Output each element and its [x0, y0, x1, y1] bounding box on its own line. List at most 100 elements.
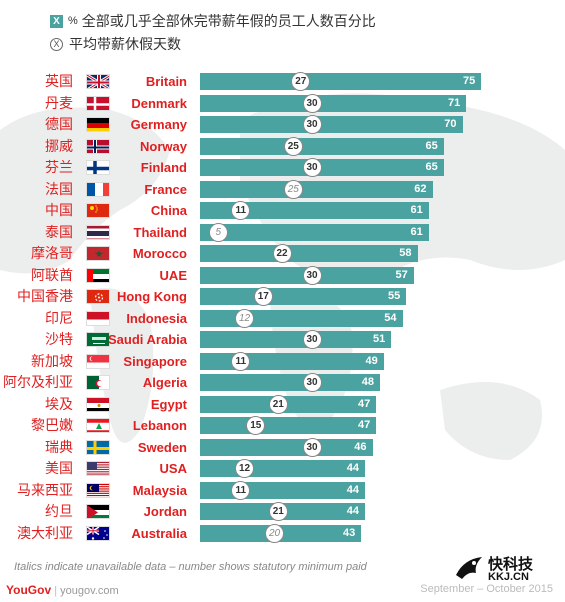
- country-label-cn: 阿尔及利亚: [3, 374, 73, 390]
- country-label-en: Britain: [145, 74, 187, 89]
- country-label-en: Malaysia: [132, 482, 187, 498]
- country-label-cn: 澳大利亚: [17, 524, 73, 541]
- country-label-en: Indonesia: [126, 310, 187, 326]
- chart-row: 约旦 Jordan 44 21: [0, 501, 565, 522]
- bar: 75: [200, 73, 482, 90]
- country-label-en: Jordan: [143, 504, 187, 519]
- country-label-en: Germany: [130, 117, 187, 132]
- chart-row: 新加坡 Singapore 49 11: [0, 351, 565, 372]
- flag-norway-icon: [86, 138, 110, 154]
- chart-row: 丹麦 Denmark 71 30: [0, 93, 565, 114]
- country-label-cn: 丹麦: [45, 94, 73, 111]
- bar: 51: [200, 331, 392, 348]
- days-marker: 15: [246, 416, 266, 435]
- country-label-cn: 挪威: [45, 137, 73, 154]
- flag-france-icon: [86, 181, 110, 197]
- footnote: Italics indicate unavailable data – numb…: [14, 561, 367, 573]
- bar: 48: [200, 374, 380, 391]
- chart-row: 英国 Britain 75 27: [0, 71, 565, 92]
- flag-germany-icon: [86, 117, 110, 132]
- flag-uk-icon: [86, 74, 110, 89]
- flag-malaysia-icon: [86, 482, 110, 498]
- chart-row: 摩洛哥 Morocco 58 22: [0, 243, 565, 264]
- days-marker: 27: [291, 72, 311, 91]
- bar-value-label: 65: [425, 139, 438, 152]
- country-label-cn: 瑞典: [45, 438, 73, 455]
- flag-jordan-icon: [86, 504, 110, 519]
- days-marker: 30: [302, 373, 322, 392]
- percent-sign: %: [68, 15, 78, 27]
- country-label-cn: 约旦: [45, 503, 73, 519]
- bar-value-label: 47: [358, 397, 371, 410]
- bar-value-label: 51: [373, 333, 386, 345]
- days-marker: 21: [268, 394, 288, 414]
- country-label-en: Saudi Arabia: [108, 332, 187, 347]
- source-url[interactable]: yougov.com: [60, 585, 119, 597]
- country-label-cn: 阿联酋: [31, 266, 73, 283]
- bar: 61: [200, 223, 429, 241]
- days-marker: 11: [231, 201, 251, 220]
- legend-percent-label: 全部或几乎全部休完带薪年假的员工人数百分比: [81, 13, 376, 29]
- country-label-cn: 黎巴嫩: [31, 417, 73, 433]
- flag-australia-icon: [86, 525, 110, 541]
- country-label-en: Finland: [140, 160, 187, 175]
- days-marker: 20: [265, 523, 284, 543]
- country-label-en: Hong Kong: [116, 289, 187, 304]
- bar-value-label: 44: [346, 483, 359, 496]
- country-label-cn: 新加坡: [31, 352, 73, 369]
- days-marker: 11: [231, 480, 251, 500]
- chart-row: 德国 Germany 70 30: [0, 114, 565, 135]
- flag-algeria-icon: [86, 375, 110, 390]
- legend-days-marker: X: [50, 37, 63, 51]
- bar: 62: [200, 180, 433, 198]
- country-label-en: Thailand: [133, 224, 187, 240]
- bar: 54: [200, 309, 403, 327]
- bar-value-label: 47: [358, 419, 371, 431]
- bar-value-label: 49: [365, 354, 378, 367]
- country-label-en: Algeria: [142, 375, 187, 390]
- footer-source: YouGov | yougov.com: [6, 583, 119, 597]
- country-label-cn: 英国: [45, 73, 73, 89]
- bar: 65: [200, 159, 444, 176]
- bar-value-label: 57: [395, 268, 408, 281]
- country-label-cn: 芬兰: [45, 159, 73, 175]
- country-label-cn: 中国: [45, 202, 73, 218]
- flag-saudi-icon: [86, 332, 110, 347]
- chart-row: 中国香港 Hong Kong 55 17: [0, 286, 565, 307]
- days-marker: 5: [208, 222, 228, 242]
- legend-percent-swatch: X: [50, 14, 63, 28]
- chart-row: 阿尔及利亚 Algeria 48 30: [0, 372, 565, 393]
- bar-value-label: 44: [346, 505, 359, 517]
- chart-row: 瑞典 Sweden 46 30: [0, 437, 565, 458]
- country-label-cn: 印尼: [45, 309, 73, 326]
- legend-days-label: 平均带薪休假天数: [69, 36, 181, 52]
- country-label-en: USA: [159, 461, 187, 476]
- days-marker: 30: [302, 265, 322, 285]
- days-marker: 11: [231, 351, 251, 371]
- days-marker: 22: [272, 244, 292, 263]
- chart-row: 埃及 Egypt 47 21: [0, 394, 565, 415]
- bar: 47: [200, 417, 377, 434]
- country-label-cn: 沙特: [45, 331, 73, 347]
- bird-logo-icon: [456, 557, 482, 579]
- bar: 47: [200, 395, 377, 413]
- flag-lebanon-icon: [86, 418, 110, 433]
- flag-china-icon: [86, 203, 110, 218]
- flag-egypt-icon: [86, 396, 110, 412]
- bar: 44: [200, 481, 365, 499]
- country-label-cn: 摩洛哥: [31, 245, 73, 261]
- chart-row: 芬兰 Finland 65 30: [0, 157, 565, 178]
- country-label-en: Egypt: [150, 396, 187, 412]
- chart-row: 中国 China 61 11: [0, 200, 565, 221]
- country-label-cn: 美国: [45, 460, 73, 476]
- chart-row: 泰国 Thailand 61 5: [0, 222, 565, 243]
- bar-value-label: 61: [410, 225, 423, 238]
- country-label-en: France: [144, 181, 187, 197]
- bar: 44: [200, 460, 365, 477]
- chart-row: 黎巴嫩 Lebanon 47 15: [0, 415, 565, 436]
- flag-usa-icon: [86, 461, 110, 476]
- bar-value-label: 43: [343, 526, 356, 539]
- chart-row: 美国 USA 44 12: [0, 458, 565, 479]
- watermark-title: 快科技: [488, 556, 534, 573]
- days-marker: 12: [235, 308, 254, 328]
